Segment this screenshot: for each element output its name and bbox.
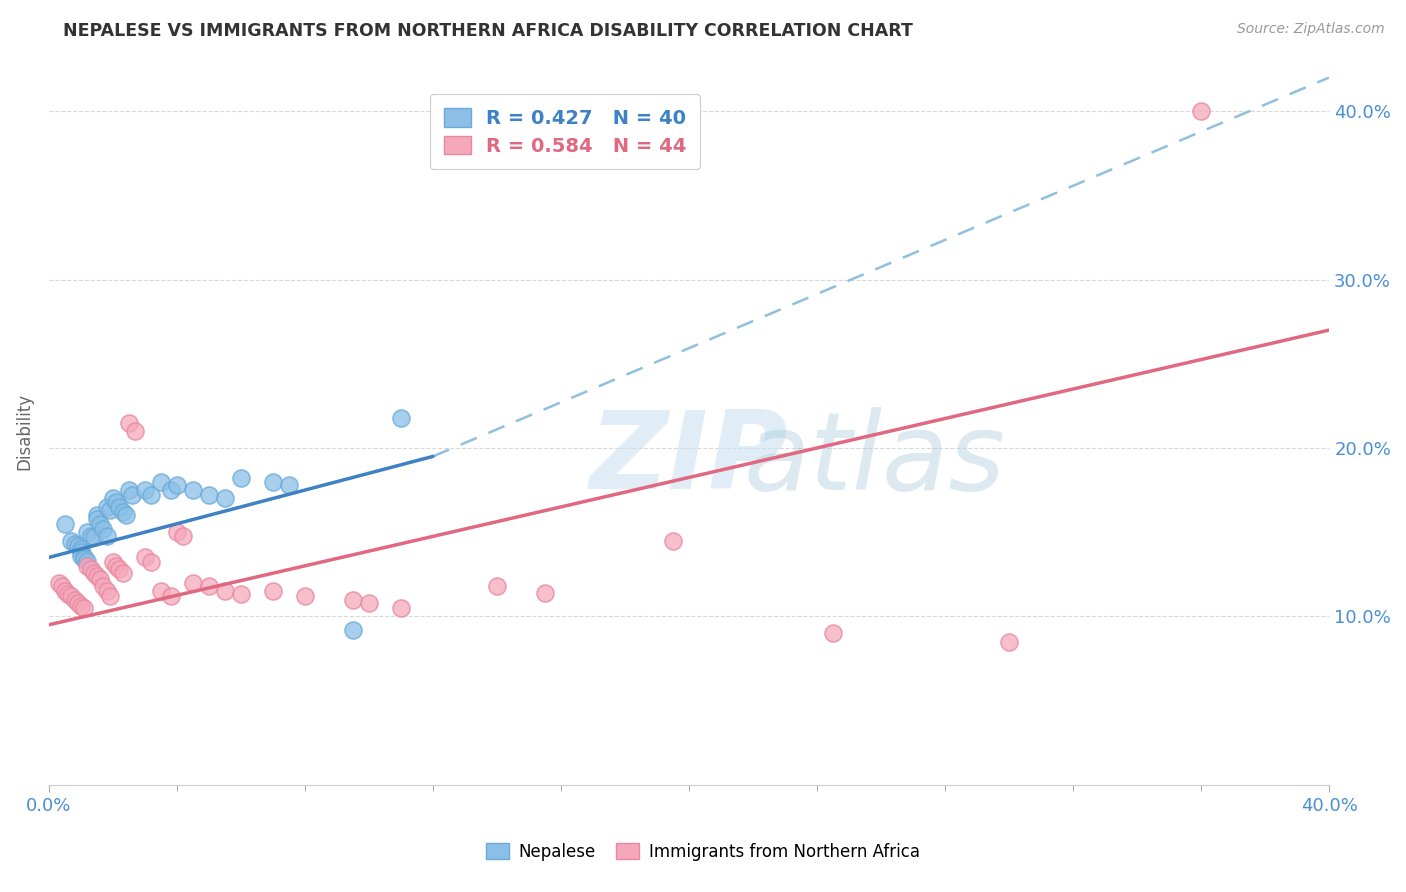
Point bbox=[63, 592, 86, 607]
Point bbox=[262, 584, 284, 599]
Text: NEPALESE VS IMMIGRANTS FROM NORTHERN AFRICA DISABILITY CORRELATION CHART: NEPALESE VS IMMIGRANTS FROM NORTHERN AFR… bbox=[63, 22, 912, 40]
Point bbox=[134, 550, 156, 565]
Point bbox=[181, 483, 204, 497]
Point bbox=[389, 601, 412, 615]
Point bbox=[56, 587, 79, 601]
Point bbox=[86, 569, 108, 583]
Point bbox=[229, 587, 252, 601]
Point bbox=[79, 562, 101, 576]
Point bbox=[70, 545, 93, 559]
Point bbox=[83, 530, 105, 544]
Point bbox=[93, 579, 115, 593]
Point bbox=[89, 572, 111, 586]
Point bbox=[89, 516, 111, 531]
Legend: R = 0.427   N = 40, R = 0.584   N = 44: R = 0.427 N = 40, R = 0.584 N = 44 bbox=[430, 95, 700, 169]
Point bbox=[166, 478, 188, 492]
Point bbox=[229, 471, 252, 485]
Point bbox=[53, 584, 76, 599]
Point bbox=[172, 528, 194, 542]
Point bbox=[124, 424, 146, 438]
Point bbox=[150, 475, 173, 489]
Point bbox=[357, 596, 380, 610]
Point bbox=[76, 525, 98, 540]
Point bbox=[134, 483, 156, 497]
Legend: Nepalese, Immigrants from Northern Africa: Nepalese, Immigrants from Northern Afric… bbox=[479, 837, 927, 868]
Point bbox=[76, 554, 98, 568]
Point bbox=[114, 508, 136, 523]
Point bbox=[86, 511, 108, 525]
Point bbox=[66, 596, 89, 610]
Point bbox=[262, 475, 284, 489]
Point bbox=[96, 584, 118, 599]
Point bbox=[66, 539, 89, 553]
Point bbox=[662, 533, 685, 548]
Point bbox=[1189, 104, 1212, 119]
Point bbox=[83, 566, 105, 580]
Point bbox=[823, 626, 845, 640]
Point bbox=[63, 537, 86, 551]
Point bbox=[111, 566, 134, 580]
Point bbox=[150, 584, 173, 599]
Point bbox=[76, 558, 98, 573]
Point bbox=[79, 528, 101, 542]
Point bbox=[121, 488, 143, 502]
Point bbox=[198, 488, 221, 502]
Point bbox=[101, 491, 124, 506]
Point bbox=[294, 589, 316, 603]
Point bbox=[96, 500, 118, 514]
Text: atlas: atlas bbox=[744, 407, 1005, 512]
Point bbox=[73, 601, 96, 615]
Point bbox=[93, 522, 115, 536]
Point bbox=[166, 525, 188, 540]
Point bbox=[53, 516, 76, 531]
Point bbox=[389, 410, 412, 425]
Point bbox=[342, 592, 364, 607]
Point bbox=[118, 483, 141, 497]
Point bbox=[108, 562, 131, 576]
Point bbox=[111, 505, 134, 519]
Point bbox=[534, 586, 557, 600]
Point bbox=[214, 491, 236, 506]
Point bbox=[159, 589, 181, 603]
Point bbox=[86, 508, 108, 523]
Point bbox=[998, 634, 1021, 648]
Point bbox=[51, 579, 73, 593]
Point bbox=[73, 550, 96, 565]
Point bbox=[60, 589, 83, 603]
Point bbox=[141, 488, 163, 502]
Point bbox=[60, 533, 83, 548]
Point bbox=[278, 478, 301, 492]
Point bbox=[108, 500, 131, 514]
Point bbox=[70, 599, 93, 614]
Point bbox=[96, 528, 118, 542]
Point bbox=[181, 575, 204, 590]
Point bbox=[101, 556, 124, 570]
Point bbox=[70, 549, 93, 563]
Point bbox=[342, 623, 364, 637]
Point bbox=[98, 589, 121, 603]
Point bbox=[105, 495, 128, 509]
Y-axis label: Disability: Disability bbox=[15, 392, 32, 470]
Point bbox=[48, 575, 70, 590]
Point bbox=[486, 579, 509, 593]
Point bbox=[118, 416, 141, 430]
Point bbox=[159, 483, 181, 497]
Point bbox=[73, 552, 96, 566]
Point bbox=[98, 503, 121, 517]
Point bbox=[141, 556, 163, 570]
Point bbox=[198, 579, 221, 593]
Text: ZIP: ZIP bbox=[591, 407, 789, 512]
Text: Source: ZipAtlas.com: Source: ZipAtlas.com bbox=[1237, 22, 1385, 37]
Point bbox=[105, 558, 128, 573]
Point bbox=[214, 584, 236, 599]
Point bbox=[70, 541, 93, 556]
